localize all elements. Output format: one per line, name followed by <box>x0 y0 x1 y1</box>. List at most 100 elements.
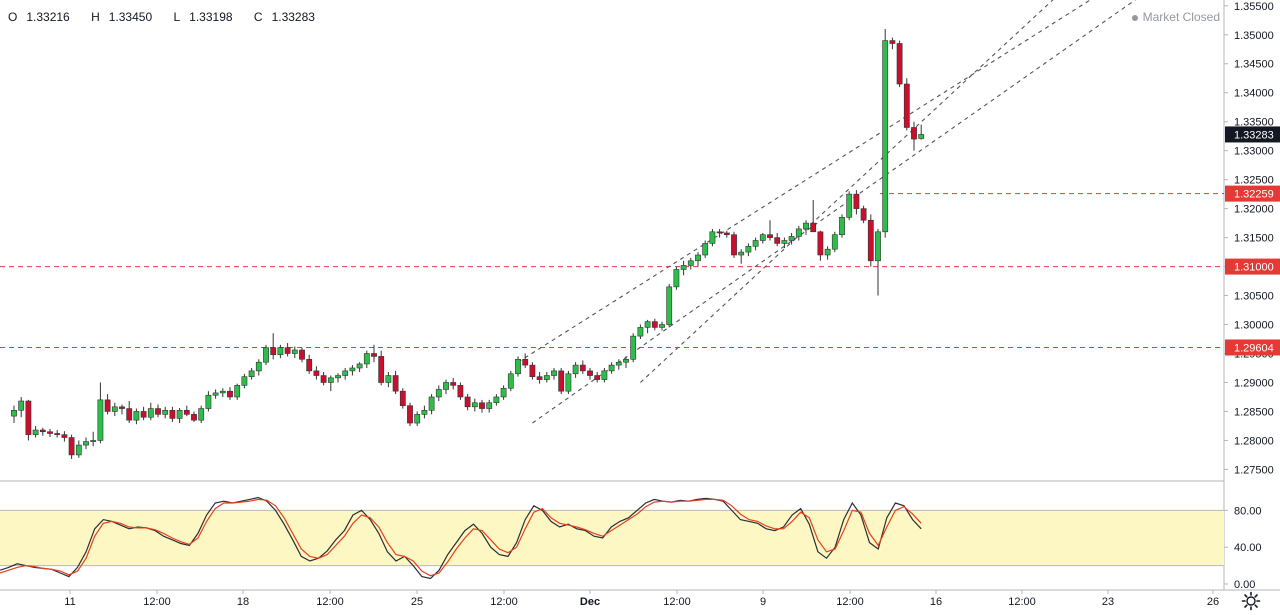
candle-body <box>47 431 53 434</box>
channel-line <box>532 0 1137 424</box>
candle-body <box>536 376 543 380</box>
candle-body <box>558 370 565 392</box>
candle-body <box>817 231 824 256</box>
candle-body <box>507 373 514 389</box>
candle-body <box>853 193 860 209</box>
candle-body <box>198 408 205 421</box>
price-tick-label: 1.33500 <box>1234 117 1274 129</box>
candle-body <box>774 237 781 244</box>
candle-body <box>767 234 773 238</box>
candle-body <box>911 127 917 140</box>
candle-body <box>565 373 572 392</box>
candle-body <box>860 208 867 221</box>
candle-body <box>83 441 89 446</box>
open-label: O <box>8 10 18 24</box>
candle-body <box>738 251 745 256</box>
candle-body <box>515 359 521 375</box>
market-status: Market Closed <box>1131 10 1220 24</box>
channel-line <box>517 0 1092 363</box>
candle-body <box>61 434 68 438</box>
candle-body <box>637 327 644 337</box>
candle-body <box>414 414 421 424</box>
candle-body <box>875 231 881 262</box>
candle-body <box>169 409 176 419</box>
candle-body <box>155 408 161 415</box>
candle-body <box>133 411 140 421</box>
candle-body <box>810 222 817 233</box>
candle-body <box>75 444 82 456</box>
price-tick-label: 1.31500 <box>1234 233 1274 245</box>
time-tick-label: 16 <box>930 596 942 608</box>
candle-body <box>363 353 370 365</box>
oscillator-tick-label: 0.00 <box>1234 579 1255 591</box>
price-tick-label: 1.30000 <box>1234 320 1274 332</box>
candle-body <box>349 367 356 372</box>
candle-body <box>435 389 442 398</box>
candle-body <box>824 248 831 256</box>
candle-body <box>306 359 313 372</box>
candle-body <box>407 405 413 424</box>
candle-body <box>471 402 478 408</box>
candle-body <box>450 382 457 386</box>
candle-body <box>68 437 75 456</box>
candle-body <box>255 361 262 372</box>
time-tick-label: 18 <box>237 596 249 608</box>
candle-body <box>234 385 241 398</box>
low-label: L <box>173 10 181 24</box>
candle-body <box>867 219 874 262</box>
time-tick-label: 12:00 <box>1008 596 1036 608</box>
candle-body <box>176 409 183 419</box>
candle-body <box>731 234 737 256</box>
oscillator-tick-label: 40.00 <box>1234 542 1262 554</box>
candle-body <box>464 396 471 408</box>
candle-body <box>594 375 601 380</box>
price-tag-resistance <box>1225 185 1280 202</box>
candle-body <box>25 400 32 435</box>
candle-body <box>54 433 61 435</box>
time-tick-label: 12:00 <box>663 596 691 608</box>
price-tag-label: 1.32259 <box>1234 189 1274 201</box>
price-tag-support_2 <box>1225 339 1280 356</box>
low-value: 1.33198 <box>189 10 233 24</box>
candle-body <box>248 370 255 377</box>
candle-body <box>522 359 529 366</box>
oscillator-tick-label: 80.00 <box>1234 505 1262 517</box>
candle-body <box>399 390 406 406</box>
price-tick-label: 1.34500 <box>1234 59 1274 71</box>
candle-body <box>11 409 17 417</box>
candle-body <box>378 356 385 383</box>
gear-icon[interactable] <box>1240 590 1262 612</box>
candle-body <box>918 134 925 139</box>
candle-body <box>39 429 46 433</box>
candle-body <box>551 370 557 376</box>
candle-body <box>443 382 449 390</box>
candle-body <box>284 347 291 354</box>
candle-body <box>111 406 118 412</box>
candle-body <box>680 265 687 270</box>
time-tick-label: 12:00 <box>836 596 864 608</box>
candle-body <box>803 222 809 230</box>
time-tick-label: 11 <box>64 596 75 608</box>
time-tick-label: 12:00 <box>143 596 171 608</box>
candle-body <box>795 228 802 237</box>
candle-body <box>385 375 392 383</box>
candle-body <box>18 400 25 411</box>
close-label: C <box>253 10 263 24</box>
candle-body <box>371 353 377 357</box>
candle-body <box>147 408 154 418</box>
price-tick-label: 1.32500 <box>1234 175 1274 187</box>
high-label: H <box>91 10 100 24</box>
candle-body <box>241 376 248 386</box>
candle-body <box>191 414 197 421</box>
price-tag-last <box>1225 126 1280 143</box>
channel-line <box>640 0 1054 383</box>
candle-body <box>615 361 622 366</box>
time-tick-label: 25 <box>411 596 423 608</box>
candle-body <box>644 321 651 328</box>
candle-body <box>896 43 903 85</box>
candle-body <box>90 440 97 442</box>
candle-body <box>630 335 637 360</box>
candle-body <box>212 392 219 396</box>
candle-body <box>579 364 586 372</box>
